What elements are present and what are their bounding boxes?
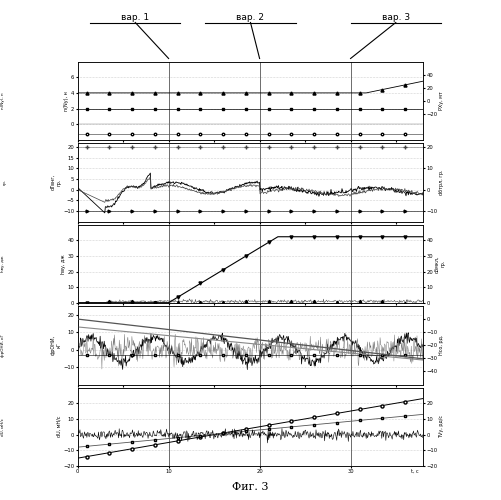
Y-axis label: dU, мН/с: dU, мН/с: [57, 416, 62, 438]
Y-axis label: dбмкл,
гр.: dбмкл, гр.: [435, 255, 446, 272]
Text: вар. 3: вар. 3: [382, 13, 410, 22]
Y-axis label: Нсо, рд.: Нсо, рд.: [439, 335, 444, 355]
Y-axis label: n(Ny), н: n(Ny), н: [65, 91, 70, 110]
Text: n(Ny), н: n(Ny), н: [1, 92, 5, 109]
Text: Фиг. 3: Фиг. 3: [232, 482, 269, 492]
Y-axis label: dТвнг,
гр.: dТвнг, гр.: [51, 174, 62, 190]
Y-axis label: hву, дж: hву, дж: [61, 254, 66, 274]
Text: dТвнг,
гр.: dТвнг, гр.: [0, 176, 7, 189]
Text: hву, дж: hву, дж: [1, 256, 5, 272]
Text: вар. 1: вар. 1: [121, 13, 149, 22]
Text: фрОНИ, кГ: фрОНИ, кГ: [1, 334, 5, 357]
Y-axis label: TVу, рд/с: TVу, рд/с: [439, 415, 444, 438]
Text: dU, мН/с: dU, мН/с: [1, 418, 5, 436]
Y-axis label: PXу, мт: PXу, мт: [439, 92, 444, 110]
Y-axis label: фрОНИ,
кГ: фрОНИ, кГ: [51, 335, 62, 355]
Text: вар. 2: вар. 2: [236, 13, 265, 22]
Y-axis label: dбтрл, гр.: dбтрл, гр.: [439, 170, 444, 195]
Text: t, с: t, с: [411, 469, 419, 474]
